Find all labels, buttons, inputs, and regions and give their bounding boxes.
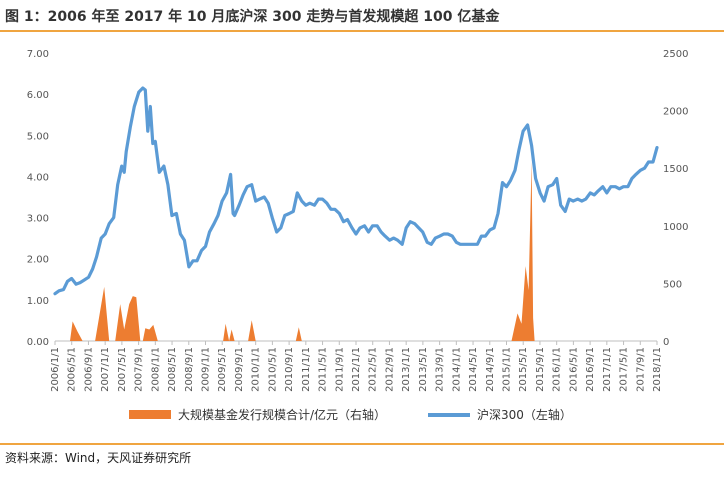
x-axis-tick-label: 2007/9/1 bbox=[134, 347, 145, 392]
x-axis-tick-label: 2008/5/1 bbox=[167, 347, 178, 392]
right-axis-tick-label: 0 bbox=[663, 337, 669, 348]
right-axis-tick-label: 2000 bbox=[663, 107, 688, 118]
x-axis-tick-label: 2016/9/1 bbox=[585, 347, 596, 392]
x-axis-tick-label: 2013/5/1 bbox=[418, 347, 429, 392]
left-axis-tick-label: 4.00 bbox=[27, 172, 49, 183]
x-axis-tick-label: 2016/1/1 bbox=[552, 347, 563, 392]
fund-issuance-area bbox=[55, 161, 657, 341]
left-axis-tick-label: 7.00 bbox=[27, 49, 49, 60]
x-axis-tick-label: 2009/9/1 bbox=[234, 347, 245, 392]
x-axis-tick-label: 2014/5/1 bbox=[468, 347, 479, 392]
x-axis-tick-label: 2010/9/1 bbox=[284, 347, 295, 392]
x-axis-tick-label: 2008/9/1 bbox=[184, 347, 195, 392]
x-axis-tick-label: 2006/1/1 bbox=[50, 347, 61, 392]
x-axis-tick-label: 2011/9/1 bbox=[334, 347, 345, 392]
legend-label-fund: 大规模基金发行规模合计/亿元（右轴） bbox=[178, 407, 386, 422]
x-axis-tick-label: 2007/1/1 bbox=[100, 347, 111, 392]
left-axis-tick-label: 3.00 bbox=[27, 214, 49, 225]
legend-label-hs300: 沪深300（左轴） bbox=[477, 407, 572, 422]
x-axis-tick-label: 2017/1/1 bbox=[602, 347, 613, 392]
x-axis-tick-label: 2009/5/1 bbox=[217, 347, 228, 392]
header-rule bbox=[0, 30, 724, 32]
x-axis-tick-label: 2015/1/1 bbox=[502, 347, 513, 392]
x-axis-tick-label: 2008/1/1 bbox=[150, 347, 161, 392]
x-axis-tick-label: 2010/1/1 bbox=[251, 347, 262, 392]
x-axis-tick-label: 2018/1/1 bbox=[652, 347, 663, 392]
x-axis-tick-label: 2012/5/1 bbox=[368, 347, 379, 392]
x-axis-tick-label: 2010/5/1 bbox=[267, 347, 278, 392]
right-axis-tick-label: 500 bbox=[663, 279, 682, 290]
x-axis-tick-label: 2013/1/1 bbox=[401, 347, 412, 392]
right-axis-tick-label: 2500 bbox=[663, 49, 688, 60]
left-axis-tick-label: 0.00 bbox=[27, 337, 49, 348]
x-axis-tick-label: 2017/9/1 bbox=[635, 347, 646, 392]
x-axis-tick-label: 2015/5/1 bbox=[518, 347, 529, 392]
x-axis-tick-label: 2015/9/1 bbox=[535, 347, 546, 392]
left-axis-tick-label: 1.00 bbox=[27, 296, 49, 307]
left-axis-tick-label: 6.00 bbox=[27, 90, 49, 101]
x-axis-tick-label: 2013/9/1 bbox=[435, 347, 446, 392]
right-axis-tick-label: 1000 bbox=[663, 222, 688, 233]
x-axis-tick-label: 2006/9/1 bbox=[83, 347, 94, 392]
page-title: 图 1：2006 年至 2017 年 10 月底沪深 300 走势与首发规模超 … bbox=[5, 9, 500, 25]
x-axis-tick-label: 2014/9/1 bbox=[485, 347, 496, 392]
x-axis-tick-label: 2014/1/1 bbox=[451, 347, 462, 392]
x-axis-tick-label: 2017/5/1 bbox=[619, 347, 630, 392]
x-axis-tick-label: 2016/5/1 bbox=[568, 347, 579, 392]
footer-rule bbox=[0, 443, 724, 445]
x-axis-tick-label: 2012/9/1 bbox=[384, 347, 395, 392]
hs300-line bbox=[53, 86, 659, 296]
legend-swatch-fund bbox=[129, 410, 171, 419]
x-axis-tick-label: 2011/5/1 bbox=[318, 347, 329, 392]
source-note: 资料来源：Wind，天风证券研究所 bbox=[5, 451, 192, 465]
x-axis-tick-label: 2006/5/1 bbox=[67, 347, 78, 392]
x-axis-tick-label: 2007/5/1 bbox=[117, 347, 128, 392]
x-axis-tick-label: 2011/1/1 bbox=[301, 347, 312, 392]
left-axis-tick-label: 5.00 bbox=[27, 131, 49, 142]
right-axis-tick-label: 1500 bbox=[663, 164, 688, 175]
left-axis-tick-label: 2.00 bbox=[27, 255, 49, 266]
x-axis-tick-label: 2012/1/1 bbox=[351, 347, 362, 392]
x-axis-tick-label: 2009/1/1 bbox=[201, 347, 212, 392]
